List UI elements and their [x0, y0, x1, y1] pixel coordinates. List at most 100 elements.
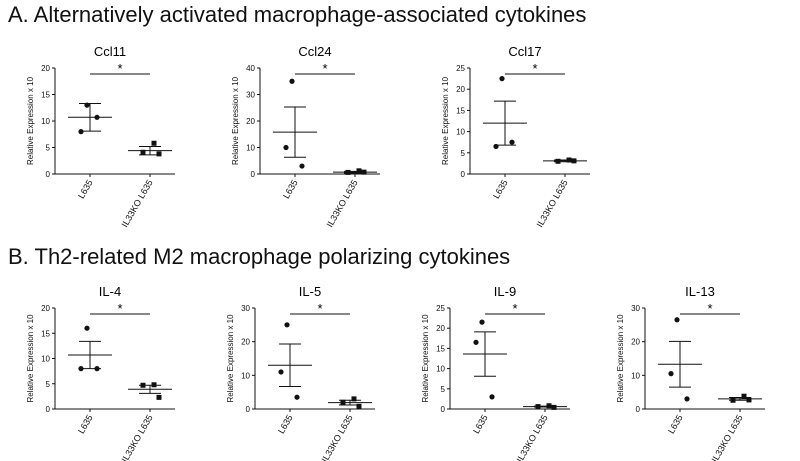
- chart-ccl17: Ccl17 Relative Expression x 10 0 5 10 15 20 25 L…: [441, 44, 590, 229]
- data-point-il33ko: [351, 396, 357, 402]
- data-point-l635: [509, 139, 515, 145]
- significance-star: *: [117, 61, 122, 76]
- y-tick-label: 10: [246, 144, 255, 153]
- y-tick-label: 10: [436, 365, 445, 374]
- y-tick-label: 5: [461, 149, 466, 158]
- panel-title: IL-5: [299, 284, 321, 299]
- data-point-il33ko: [140, 382, 146, 388]
- panel-title: Ccl24: [298, 44, 331, 59]
- data-point-il33ko: [356, 168, 362, 174]
- y-axis-label: Relative Expression x 10: [226, 314, 235, 403]
- data-point-l635: [493, 143, 499, 150]
- data-point-il33ko: [566, 157, 572, 163]
- significance-star: *: [532, 61, 537, 76]
- y-tick-label: 30: [631, 304, 640, 313]
- y-tick-label: 20: [41, 64, 50, 73]
- x-category-label: L635: [666, 413, 685, 435]
- data-point-il33ko: [345, 169, 351, 175]
- y-tick-label: 25: [456, 64, 465, 73]
- significance-star: *: [512, 301, 517, 316]
- data-point-il33ko: [340, 399, 346, 405]
- y-tick-label: 10: [241, 371, 250, 380]
- data-point-il33ko: [156, 394, 162, 400]
- data-point-l635: [278, 369, 284, 375]
- data-point-il33ko: [535, 404, 541, 410]
- panel-title: Ccl11: [94, 44, 126, 59]
- data-point-il33ko: [746, 397, 752, 403]
- y-tick-label: 5: [441, 385, 446, 394]
- data-point-il33ko: [555, 158, 561, 164]
- y-tick-label: 0: [46, 405, 51, 414]
- y-tick-label: 15: [436, 344, 445, 353]
- significance-star: *: [322, 61, 327, 76]
- y-tick-label: 0: [461, 170, 466, 179]
- data-point-l635: [668, 371, 674, 377]
- y-tick-label: 20: [246, 117, 255, 126]
- chart-il13: IL-13 Relative Expression x 10 0 10 20 30 L635…: [616, 284, 765, 461]
- x-category-label: IL33KO L635: [325, 178, 360, 229]
- data-point-l635: [84, 102, 90, 108]
- data-point-l635: [294, 394, 300, 400]
- data-point-l635: [94, 366, 100, 372]
- y-tick-label: 10: [456, 128, 465, 137]
- x-category-label: L635: [76, 413, 95, 435]
- data-point-l635: [283, 144, 289, 151]
- y-tick-label: 15: [41, 329, 50, 338]
- x-category-label: L635: [76, 178, 95, 200]
- data-point-il33ko: [356, 403, 362, 409]
- data-point-il33ko: [151, 140, 157, 146]
- y-tick-label: 0: [251, 170, 256, 179]
- panel-title: Ccl17: [508, 44, 541, 59]
- y-tick-label: 10: [631, 371, 640, 380]
- x-category-label: IL33KO L635: [320, 413, 355, 461]
- y-tick-label: 5: [46, 380, 51, 389]
- y-tick-label: 30: [241, 304, 250, 313]
- y-tick-label: 15: [456, 106, 465, 115]
- x-category-label: L635: [281, 178, 300, 200]
- y-tick-label: 10: [41, 355, 50, 364]
- y-tick-label: 40: [246, 64, 255, 73]
- significance-star: *: [117, 301, 122, 316]
- data-point-il33ko: [546, 403, 552, 409]
- y-tick-label: 20: [41, 304, 50, 313]
- x-category-label: IL33KO L635: [120, 413, 155, 461]
- y-tick-label: 20: [631, 338, 640, 347]
- data-point-il33ko: [361, 169, 367, 175]
- x-category-label: IL33KO L635: [710, 413, 745, 461]
- y-axis-label: Relative Expression x 10: [231, 76, 240, 165]
- data-point-il33ko: [571, 158, 577, 164]
- data-point-il33ko: [151, 382, 157, 388]
- data-point-l635: [473, 339, 479, 345]
- panel-title: IL-9: [494, 284, 516, 299]
- x-category-label: L635: [276, 413, 295, 435]
- section-b-title: B. Th2-related M2 macrophage polarizing …: [8, 244, 511, 269]
- y-axis-label: Relative Expression x 10: [421, 314, 430, 403]
- y-tick-label: 5: [46, 144, 51, 153]
- y-axis-label: Relative Expression x 10: [441, 76, 450, 165]
- data-point-l635: [84, 325, 90, 331]
- y-tick-label: 25: [436, 304, 445, 313]
- x-category-label: IL33KO L635: [515, 413, 550, 461]
- data-point-l635: [78, 366, 84, 372]
- y-axis-label: Relative Expression x 10: [616, 314, 625, 403]
- data-point-l635: [489, 394, 495, 400]
- y-tick-label: 30: [246, 91, 255, 100]
- section-a-title: A. Alternatively activated macrophage-as…: [8, 2, 587, 27]
- y-tick-label: 20: [436, 324, 445, 333]
- data-point-l635: [684, 396, 690, 402]
- data-point-l635: [94, 114, 100, 120]
- data-point-il33ko: [551, 404, 557, 410]
- significance-star: *: [317, 301, 322, 316]
- x-category-label: L635: [471, 413, 490, 435]
- panel-title: IL-13: [685, 284, 715, 299]
- chart-il4: IL-4 Relative Expression x 10 0 5 10 15 20 L635…: [26, 284, 175, 461]
- data-point-l635: [479, 319, 485, 325]
- data-point-l635: [78, 129, 84, 135]
- data-point-il33ko: [741, 393, 747, 399]
- y-axis-label: Relative Expression x 10: [26, 76, 35, 165]
- data-point-il33ko: [140, 149, 146, 155]
- data-point-l635: [499, 76, 505, 82]
- chart-il9: IL-9 Relative Expression x 10 0 5 10 15 20 25 L6…: [421, 284, 570, 461]
- x-category-label: IL33KO L635: [535, 178, 570, 229]
- chart-ccl24: Ccl24 Relative Expression x 10 0 10 20 30 40 L6…: [231, 44, 380, 229]
